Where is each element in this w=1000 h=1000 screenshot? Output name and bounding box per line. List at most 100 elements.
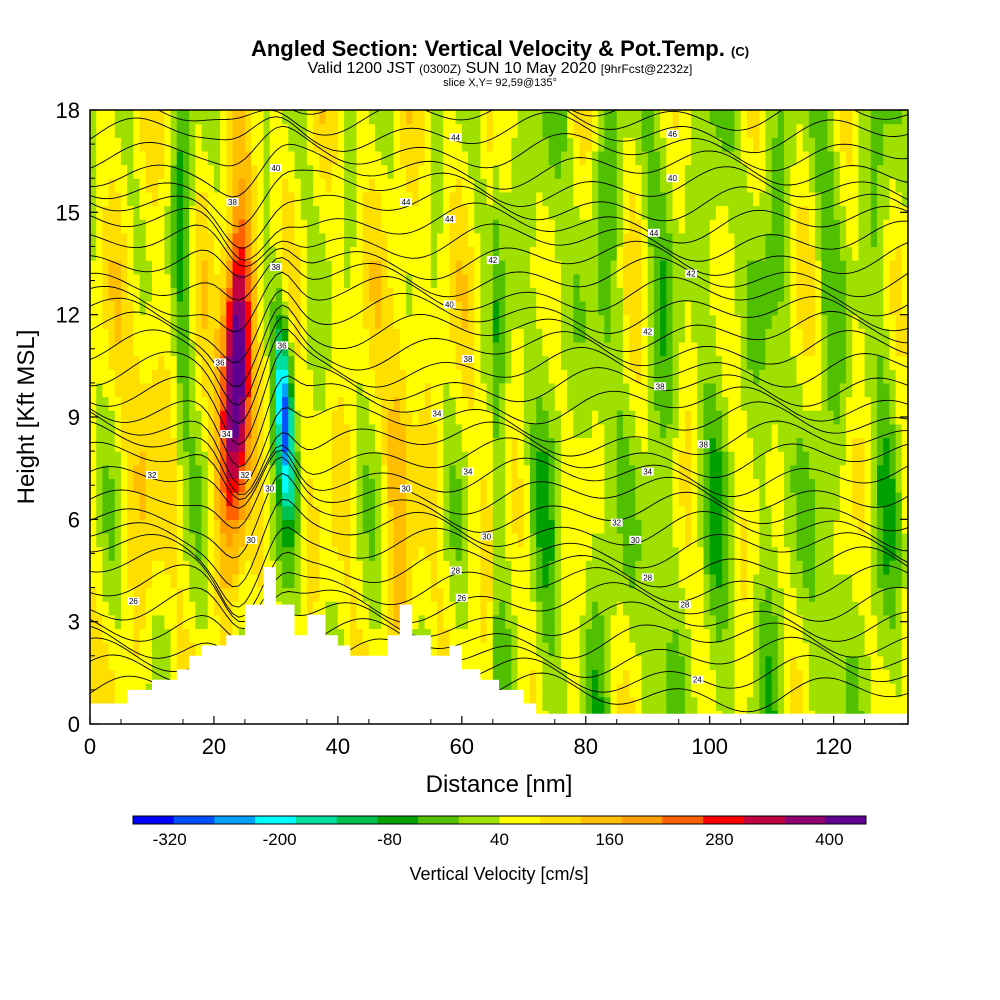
velocity-cell [641,655,649,671]
velocity-cell [96,492,103,507]
velocity-cell [573,273,581,288]
velocity-cell [325,205,333,220]
velocity-cell [635,696,643,711]
velocity-cell [610,505,618,520]
velocity-cell [771,314,779,329]
velocity-cell [127,260,134,275]
velocity-cell [542,150,550,166]
velocity-cell [325,546,333,561]
velocity-cell [406,246,413,261]
velocity-cell [591,451,599,466]
velocity-cell [244,492,252,507]
velocity-cell [362,191,370,207]
velocity-cell [368,614,376,630]
velocity-cell [232,464,240,479]
velocity-cell [598,382,605,398]
velocity-cell [251,410,258,425]
velocity-cell [653,437,661,452]
velocity-cell [629,587,636,602]
velocity-cell [102,355,110,370]
velocity-cell [176,437,184,452]
velocity-cell [728,696,736,711]
velocity-cell [629,546,636,561]
velocity-cell [381,328,389,343]
velocity-cell [282,423,289,439]
velocity-cell [189,341,196,357]
velocity-cell [127,341,134,357]
velocity-cell [554,642,562,657]
velocity-cell [591,573,599,589]
velocity-cell [585,301,593,316]
velocity-cell [182,546,190,561]
velocity-cell [288,178,296,193]
velocity-cell [505,601,512,616]
velocity-cell [523,341,531,357]
velocity-cell [511,546,519,561]
velocity-cell [102,614,110,630]
velocity-cell [573,164,581,179]
velocity-cell [133,123,141,138]
velocity-cell [678,123,686,138]
velocity-cell [548,614,556,630]
velocity-cell [765,328,773,343]
velocity-cell [164,628,172,643]
velocity-cell [536,546,543,561]
velocity-cell [182,601,190,616]
velocity-cell [560,655,568,671]
velocity-cell [306,301,314,316]
velocity-cell [517,301,525,316]
velocity-cell [746,573,754,589]
velocity-cell [306,519,314,534]
velocity-cell [573,478,581,493]
velocity-cell [610,669,618,684]
velocity-cell [765,601,773,616]
velocity-cell [660,532,667,548]
velocity-cell [567,178,574,193]
velocity-cell [554,355,562,370]
velocity-cell [418,328,426,343]
velocity-cell [306,505,314,520]
velocity-cell [461,246,469,261]
velocity-cell [133,205,141,220]
velocity-cell [468,532,475,548]
velocity-cell [697,532,705,548]
velocity-cell [96,683,103,698]
velocity-cell [622,505,630,520]
velocity-cell [158,410,165,425]
velocity-cell [629,423,636,439]
velocity-cell [579,369,587,384]
velocity-cell [474,328,482,343]
velocity-cell [734,110,742,125]
velocity-cell [263,150,271,166]
velocity-cell [288,273,296,288]
velocity-cell [684,478,692,493]
velocity-cell [96,614,103,630]
velocity-cell [529,205,537,220]
velocity-cell [616,191,624,207]
velocity-cell [722,260,729,275]
velocity-cell [120,328,128,343]
velocity-cell [511,464,519,479]
velocity-cell [604,423,612,439]
velocity-cell [344,587,351,602]
velocity-cell [244,219,252,234]
velocity-cell [164,232,172,248]
velocity-cell [213,287,221,302]
velocity-cell [232,355,240,370]
velocity-cell [678,437,686,452]
velocity-cell [263,382,271,398]
velocity-cell [753,410,760,425]
velocity-cell [201,246,209,261]
velocity-cell [523,669,531,684]
velocity-cell [114,669,122,684]
velocity-cell [560,423,568,439]
velocity-cell [604,382,612,398]
velocity-cell [182,287,190,302]
velocity-cell [728,287,736,302]
velocity-cell [598,137,605,152]
velocity-cell [449,546,457,561]
velocity-cell [399,232,407,248]
velocity-cell [579,246,587,261]
velocity-cell [189,464,196,479]
velocity-cell [399,464,407,479]
